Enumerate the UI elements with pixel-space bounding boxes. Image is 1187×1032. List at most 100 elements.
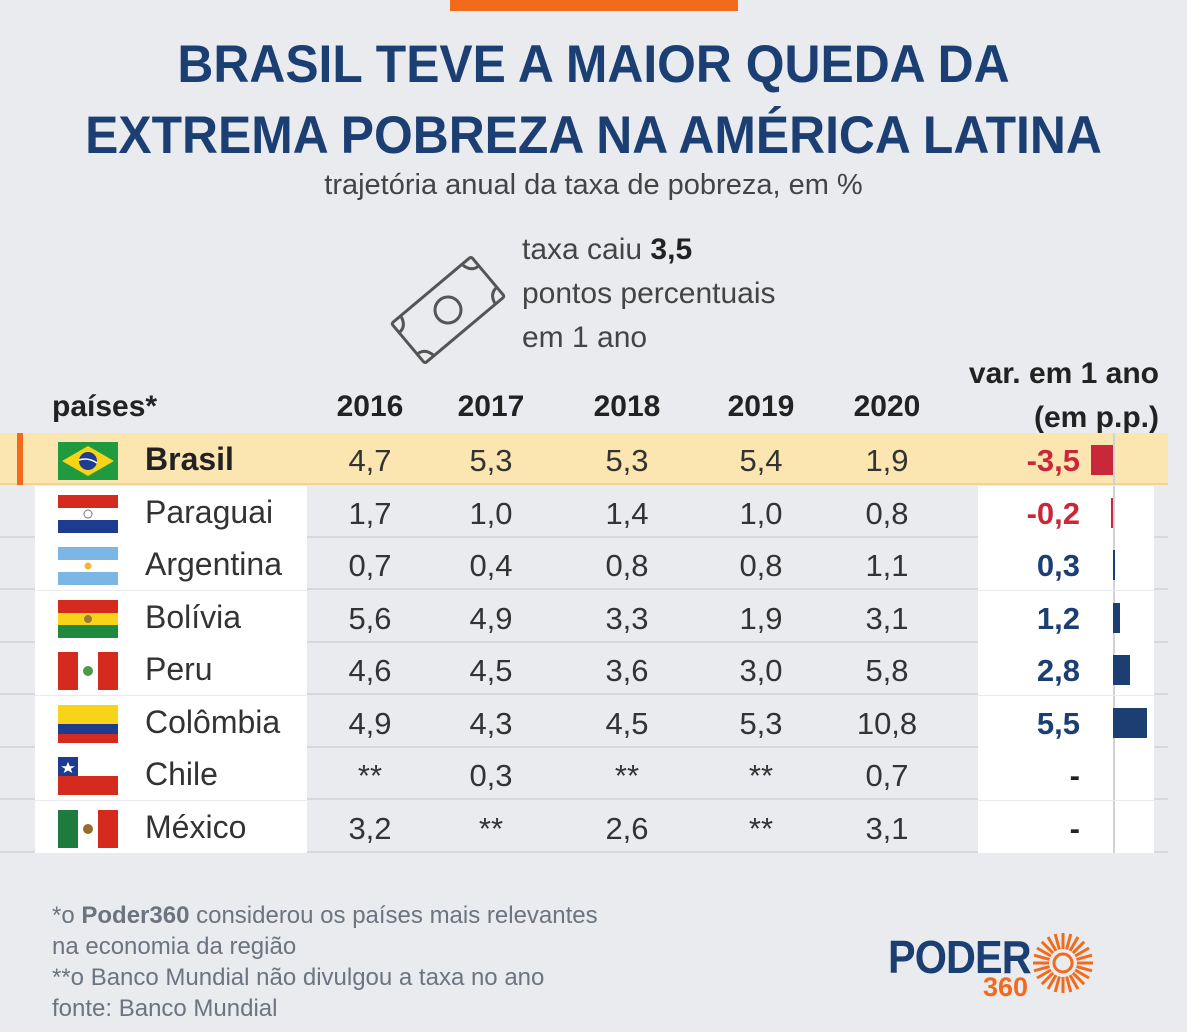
country-name: Chile [145,756,218,792]
chart-title-line1: BRASIL TEVE A MAIOR QUEDA DA [177,35,1010,94]
variation-value: 2,8 [1036,653,1080,688]
variation-cell [978,485,1154,538]
variation-value: 1,2 [1036,600,1080,636]
header-year-1: 2017 [457,390,525,423]
value-2018: 3,3 [605,600,649,636]
chile-flag [58,757,118,795]
bar-zero-line [1113,748,1115,800]
callout-text: taxa caiu 3,5 pontos percentuais em 1 an… [522,228,776,360]
note1-suffix: considerou os países mais relevantes [196,902,598,929]
highlight-marker [17,433,23,485]
argentina-flag [58,547,118,585]
value-2017: 4,9 [469,600,513,636]
paraguay-flag [58,494,118,533]
value-2018: 4,5 [605,705,649,741]
value-2019: 1,0 [739,495,783,531]
value-2020: 3,1 [865,810,909,846]
value-2016: ** [357,758,383,793]
sun-logo-icon [1033,933,1093,993]
value-2016: 1,7 [348,495,392,531]
chart-subtitle: trajetória anual da taxa de pobreza, em … [324,169,863,201]
table-row: Peru 4,6 4,5 3,6 3,0 5,8 2,8 [0,643,1168,695]
variation-bar [1113,707,1148,738]
value-2017: 4,5 [469,653,513,688]
value-2020: 1,1 [865,548,909,583]
poder360-logo: PODER 360 [888,930,1093,1002]
callout-line2: pontos percentuais [522,277,776,310]
value-2017: ** [478,810,504,846]
country-name: Brasil [145,441,234,477]
variation-value: -0,2 [1026,495,1080,531]
variation-value: - [1069,810,1080,846]
variation-value: - [1069,758,1080,793]
variation-cell [978,590,1154,643]
value-2018: 5,3 [605,443,649,478]
table-row: Brasil 4,7 5,3 5,3 5,4 1,9 -3,5 [0,433,1168,485]
variation-bar [1113,655,1131,685]
variation-bar [1111,497,1113,528]
peru-flag [58,652,118,690]
value-2020: 3,1 [865,600,909,636]
table-row: Chile ** 0,3 ** ** 0,7 - [0,748,1168,800]
variation-bar [1113,550,1115,580]
bar-zero-line [1113,800,1115,853]
variation-cell [978,748,1154,800]
bolivia-flag [58,599,118,638]
country-name: Bolívia [145,598,242,635]
header-var-line2: (em p.p.) [1034,401,1159,434]
header-year-4: 2020 [853,390,921,423]
note-line3: **o Banco Mundial não divulgou a taxa no… [52,964,545,991]
source-note: fonte: Banco Mundial [52,995,278,1022]
value-2020: 1,9 [865,443,909,478]
money-bill-icon [390,255,506,365]
table-row: Colômbia 4,9 4,3 4,5 5,3 10,8 5,5 [0,695,1168,748]
value-2019: 5,4 [739,443,783,478]
colombia-flag [58,704,118,743]
value-2019: ** [748,810,774,846]
country-name: Colômbia [145,703,281,740]
value-2016: 3,2 [348,810,392,846]
note1-brand: Poder360 [81,902,190,929]
bar-zero-line [1113,433,1115,485]
bar-zero-line [1113,485,1115,538]
logo-number: 360 [983,972,1029,1002]
value-2019: 1,9 [739,600,783,636]
value-2017: 4,3 [469,705,513,741]
top-accent-bar [450,0,738,11]
value-2017: 0,3 [469,758,513,793]
note-line2: na economia da região [52,933,297,960]
value-2018: 0,8 [605,548,649,583]
chart-title-line2: EXTREMA POBREZA NA AMÉRICA LATINA [85,106,1102,165]
value-2019: 0,8 [739,548,783,583]
table-row: Argentina 0,7 0,4 0,8 0,8 1,1 0,3 [0,538,1168,590]
variation-value: 5,5 [1036,705,1080,741]
value-2017: 0,4 [469,548,513,583]
value-2018: 2,6 [605,810,649,846]
variation-bar [1113,602,1121,633]
value-2018: 3,6 [605,653,649,688]
value-2020: 0,8 [865,495,909,531]
callout-line3: em 1 ano [522,321,648,354]
value-2019: ** [748,758,774,793]
variation-value: 0,3 [1036,548,1080,583]
table-row: Bolívia 5,6 4,9 3,3 1,9 3,1 1,2 [0,590,1168,643]
country-name: Paraguai [145,493,274,530]
value-2016: 5,6 [348,600,392,636]
value-2019: 5,3 [739,705,783,741]
value-2018: 1,4 [605,495,649,531]
value-2019: 3,0 [739,653,783,688]
variation-cell [978,800,1154,853]
header-year-2: 2018 [593,390,661,423]
variation-value: -3,5 [1026,443,1080,478]
header-variation: var. em 1 ano (em p.p.) [969,352,1159,440]
table-row: México 3,2 ** 2,6 ** 3,1 - [0,800,1168,853]
note1-prefix: *o [52,902,75,929]
brazil-flag [58,442,118,480]
value-2020: 0,7 [865,758,909,793]
callout-value: 3,5 [650,233,693,266]
header-year-3: 2019 [727,390,795,423]
value-2016: 0,7 [348,548,392,583]
value-2016: 4,6 [348,653,392,688]
header-year-0: 2016 [336,390,404,423]
callout-prefix: taxa caiu [522,233,643,266]
